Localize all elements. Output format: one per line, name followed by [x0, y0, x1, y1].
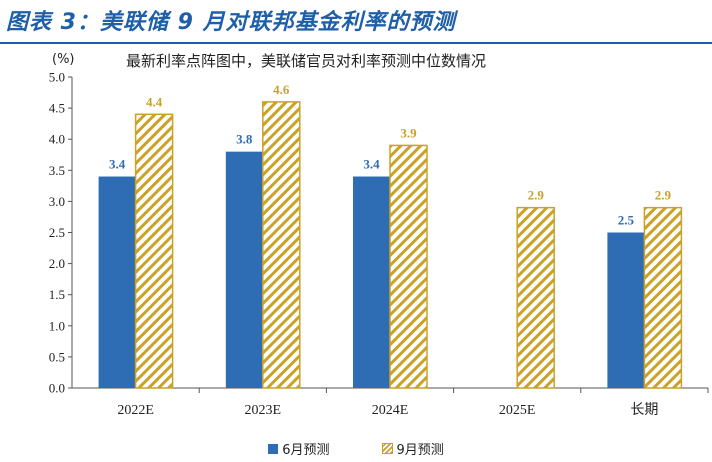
x-category-label: 2022E: [117, 403, 154, 418]
bar-september: [262, 101, 301, 389]
data-label-september: 4.4: [146, 94, 163, 109]
y-tick-label: 4.0: [49, 132, 65, 147]
data-label-june: 3.8: [236, 132, 253, 147]
data-label-june: 2.5: [618, 213, 635, 228]
legend-item-september: 9月预测: [381, 439, 444, 458]
y-tick-label: 2.5: [49, 225, 65, 240]
data-label-september: 3.9: [400, 125, 417, 140]
data-label-june: 3.4: [109, 157, 126, 172]
y-tick-label: 2.0: [49, 256, 65, 271]
bar-june: [98, 176, 136, 388]
data-label-september: 2.9: [528, 188, 545, 203]
legend-swatch-june: [268, 443, 279, 454]
legend-label-september: 9月预测: [396, 443, 444, 458]
bar-june: [607, 232, 645, 388]
bar-september: [516, 206, 555, 389]
data-label-september: 2.9: [655, 188, 672, 203]
bar-september: [389, 144, 428, 389]
legend-label-june: 6月预测: [282, 443, 330, 458]
title-rule: [0, 42, 712, 44]
y-tick-label: 3.5: [49, 163, 65, 178]
x-category-label: 2024E: [372, 403, 409, 418]
x-category-label: 2025E: [499, 403, 536, 418]
y-tick-label: 4.5: [49, 101, 65, 116]
bars: [98, 101, 683, 389]
y-tick-label: 5.0: [49, 70, 65, 85]
y-tick-label: 3.0: [49, 194, 65, 209]
x-category-label: 2023E: [245, 403, 282, 418]
axes: 0.0 0.5 1.0 1.5 2.0 2.5 3.0 3.5 4.0 4.5 5.0 2022E 20…: [49, 70, 709, 418]
y-tick-label: 1.0: [49, 318, 65, 333]
y-tick-label: 0.0: [49, 381, 65, 396]
y-axis-unit: (%): [52, 52, 75, 67]
chart-subtitle: 最新利率点阵图中，美联储官员对利率预测中位数情况: [126, 52, 487, 70]
data-label-september: 4.6: [273, 82, 290, 97]
y-tick-label: 0.5: [49, 349, 65, 364]
legend-swatch-september: [381, 443, 393, 454]
legend-item-june: 6月预测: [268, 439, 330, 458]
data-label-june: 3.4: [363, 157, 380, 172]
x-category-label: 长期: [630, 402, 658, 418]
y-tick-label: 1.5: [49, 287, 65, 302]
bar-september: [134, 113, 174, 389]
bar-june: [225, 151, 263, 388]
bar-september: [643, 206, 683, 389]
data-labels: 3.4 4.4 3.8 4.6 3.4 3.9 2.9 2.5 2.9: [109, 82, 672, 228]
figure-title: 图表 3：美联储 9 月对联邦基金利率的预测: [6, 10, 456, 35]
legend: 6月预测 9月预测: [0, 439, 712, 458]
bar-june: [353, 176, 390, 388]
